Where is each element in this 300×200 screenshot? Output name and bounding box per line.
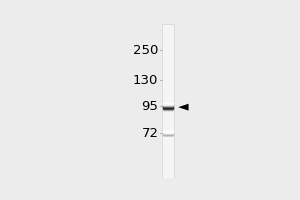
Text: 72: 72	[141, 127, 158, 140]
Text: 250: 250	[133, 44, 158, 57]
Polygon shape	[178, 104, 189, 111]
Text: 130: 130	[133, 74, 158, 87]
Text: 95: 95	[142, 100, 158, 113]
Bar	[162, 24, 173, 178]
